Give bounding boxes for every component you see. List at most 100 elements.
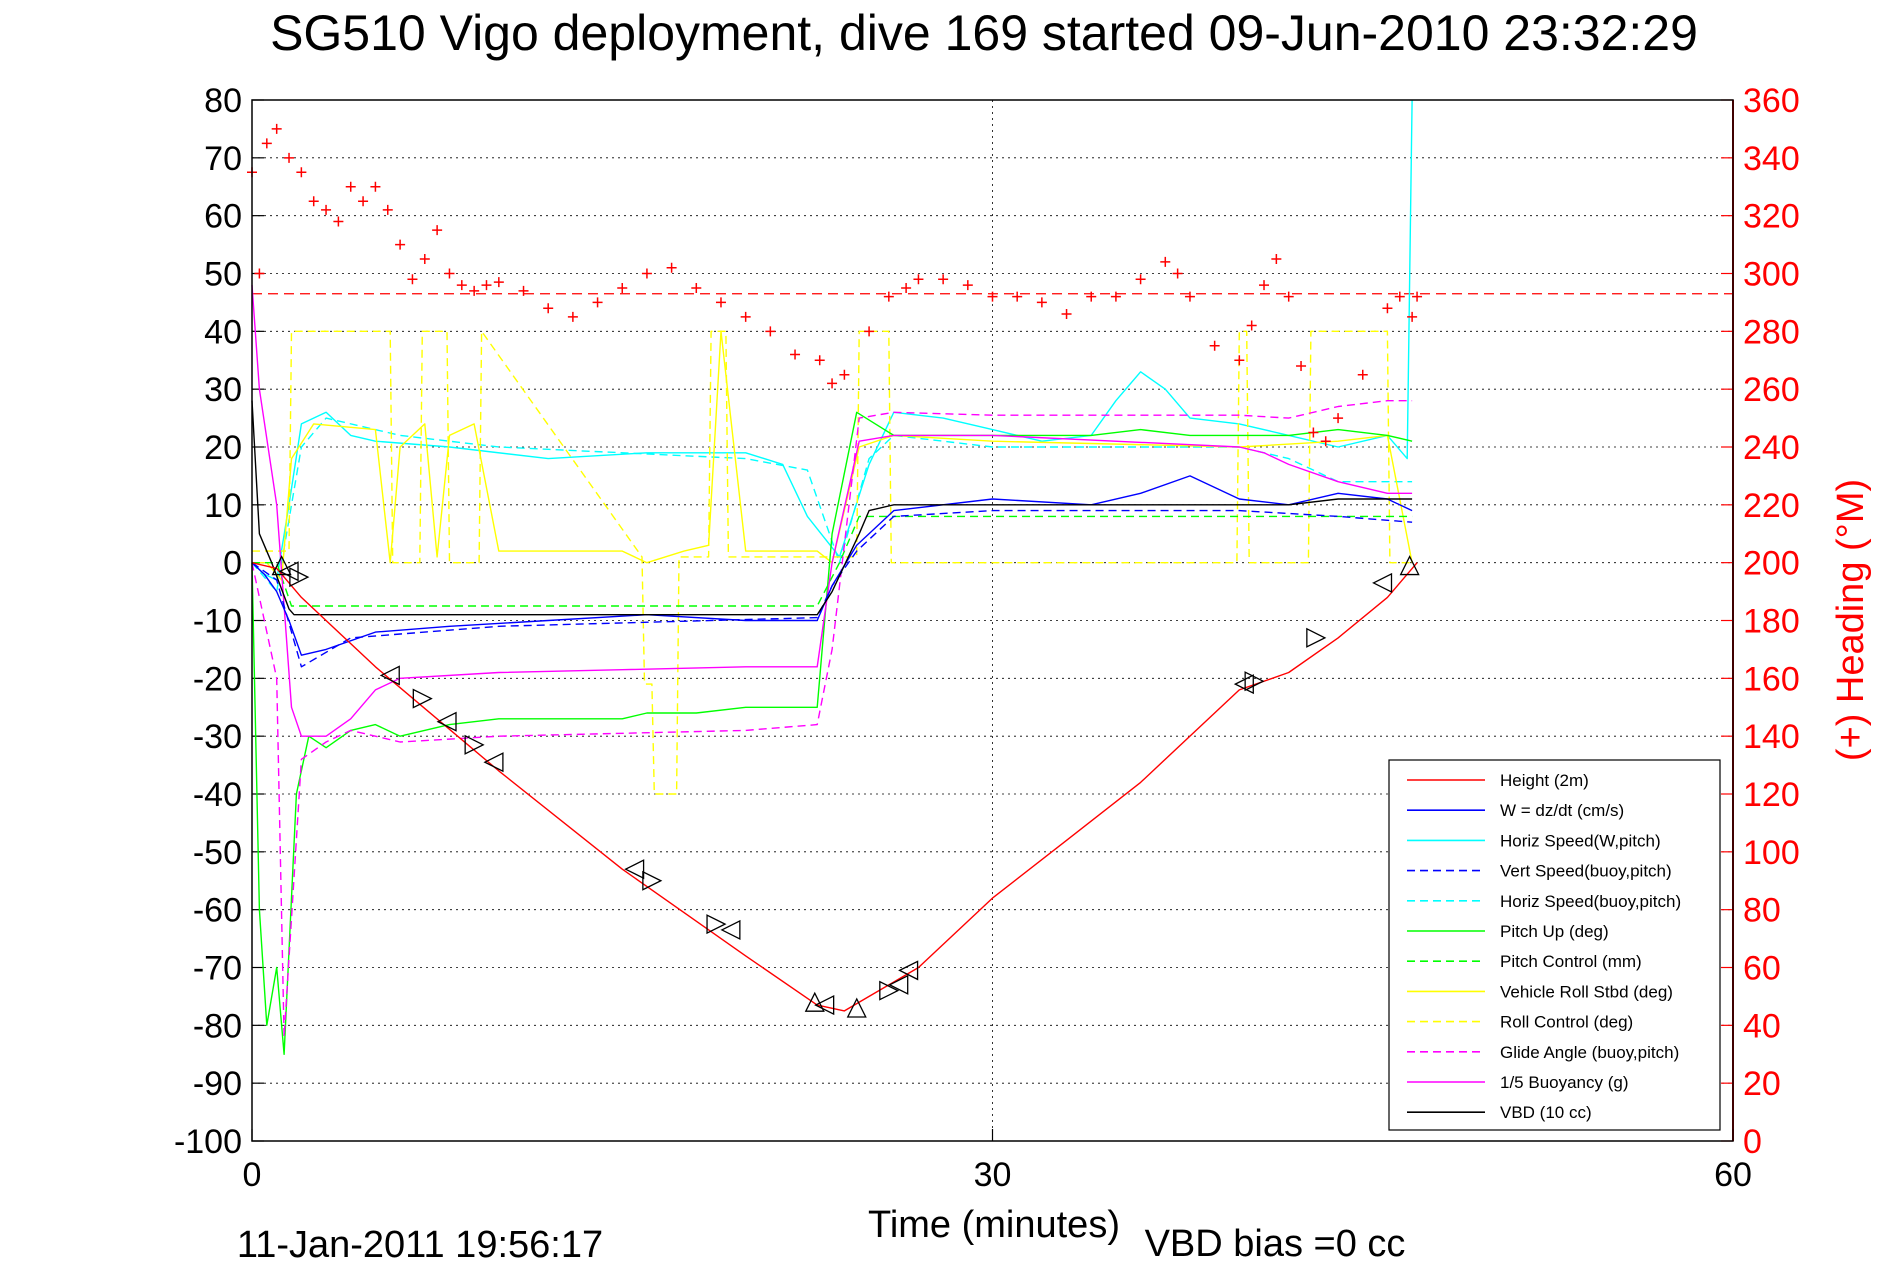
y-tick-label: 50 [204,256,242,294]
heading-point [938,274,949,285]
y-right-tick-label: 320 [1743,198,1800,236]
heading-point [715,297,726,308]
legend-label: Horiz Speed(buoy,pitch) [1500,892,1681,911]
depth-marker [624,859,645,880]
heading-point [641,268,652,279]
heading-point [617,282,628,293]
heading-point [358,196,369,207]
heading-point [666,262,677,273]
heading-point [469,285,480,296]
y-tick-label: 60 [204,198,242,236]
heading-point [1172,268,1183,279]
y-right-tick-label: 360 [1743,82,1800,120]
heading-point [1110,291,1121,302]
heading-point [883,291,894,302]
depth-marker [278,561,299,582]
series-roll [252,330,1413,581]
y-right-tick-label: 80 [1743,892,1781,930]
series-roll_ctl [252,330,1413,795]
heading-point [284,152,295,163]
heading-point [901,282,912,293]
x-axis-title: Time (minutes) [868,1204,1120,1246]
heading-point [407,274,418,285]
legend-label: W = dz/dt (cm/s) [1500,801,1624,820]
heading-point [271,123,282,134]
depth-marker [436,711,457,732]
heading-point [1412,291,1423,302]
y-tick-label: -80 [193,1007,242,1045]
legend-label: Roll Control (deg) [1500,1013,1633,1032]
series-height [251,562,1418,1012]
legend-label: Height (2m) [1500,771,1589,790]
depth-marker [483,752,504,773]
legend-label: Vert Speed(buoy,pitch) [1500,862,1672,881]
heading-point [1271,254,1282,265]
legend-label: Vehicle Roll Stbd (deg) [1500,982,1673,1001]
depth-marker [1244,671,1265,692]
depth-marker [804,991,825,1012]
y-right-tick-label: 180 [1743,603,1800,641]
y-tick-label: -100 [174,1123,242,1161]
y-tick-label: -20 [193,660,242,698]
y-right-tick-label: 60 [1743,950,1781,988]
legend-label: Pitch Control (mm) [1500,952,1642,971]
legend-label: Horiz Speed(W,pitch) [1500,831,1661,850]
heading-point [1209,340,1220,351]
y-tick-label: -70 [193,950,242,988]
series-layer [247,99,1423,1056]
depth-marker [289,567,310,588]
y-tick-label: -30 [193,718,242,756]
heading-point [790,349,801,360]
heading-point [1407,311,1418,322]
depth-marker [888,974,909,995]
series-pitch [251,411,1413,1056]
y-tick-label: 80 [204,82,242,120]
depth-marker [642,870,663,891]
legend-label: Pitch Up (deg) [1500,922,1609,941]
y-right-tick-label: 20 [1743,1065,1781,1103]
heading-point [1296,361,1307,372]
x-axis: 0 30 60 [243,1129,1752,1194]
y-tick-label: 70 [204,140,242,178]
depth-marker [1372,572,1393,593]
y-right-tick-label: 300 [1743,256,1800,294]
y-tick-label: 30 [204,371,242,409]
legend-label: Glide Angle (buoy,pitch) [1500,1043,1679,1062]
y-tick-label: -50 [193,834,242,872]
heading-point [962,280,973,291]
legend-box [1388,759,1721,1131]
footer-timestamp: 11-Jan-2011 19:56:17 [237,1224,603,1262]
heading-point [1061,308,1072,319]
y-tick-label: 10 [204,487,242,525]
heading-point [254,268,265,279]
heading-point [1382,303,1393,314]
depth-marker [464,734,485,755]
heading-point [481,280,492,291]
heading-point [592,297,603,308]
y-tick-label: -60 [193,892,242,930]
heading-point [333,216,344,227]
heading-point [827,378,838,389]
series-horiz_w [251,99,1413,581]
y-tick-label: 40 [204,313,242,351]
heading-point [1394,291,1405,302]
heading-point [814,355,825,366]
y-tick-label: -90 [193,1065,242,1103]
y-right-tick-label: 120 [1743,776,1800,814]
depth-marker [720,919,741,940]
y-right-tick-label: 220 [1743,487,1800,525]
marker-layer [271,555,1420,1018]
y-right-tick-label: 140 [1743,718,1800,756]
heading-point [1086,291,1097,302]
y-tick-label: 0 [223,545,242,583]
y-tick-label: -10 [193,603,242,641]
depth-marker [271,555,292,576]
depth-marker [1233,674,1254,695]
heading-point [1012,291,1023,302]
series-buoyancy [251,285,1413,737]
y-right-tick-label: 0 [1743,1123,1762,1161]
heading-point [864,326,875,337]
y-right-tick-label: 260 [1743,371,1800,409]
heading-point [1160,256,1171,267]
y-right-tick-label: 340 [1743,140,1800,178]
